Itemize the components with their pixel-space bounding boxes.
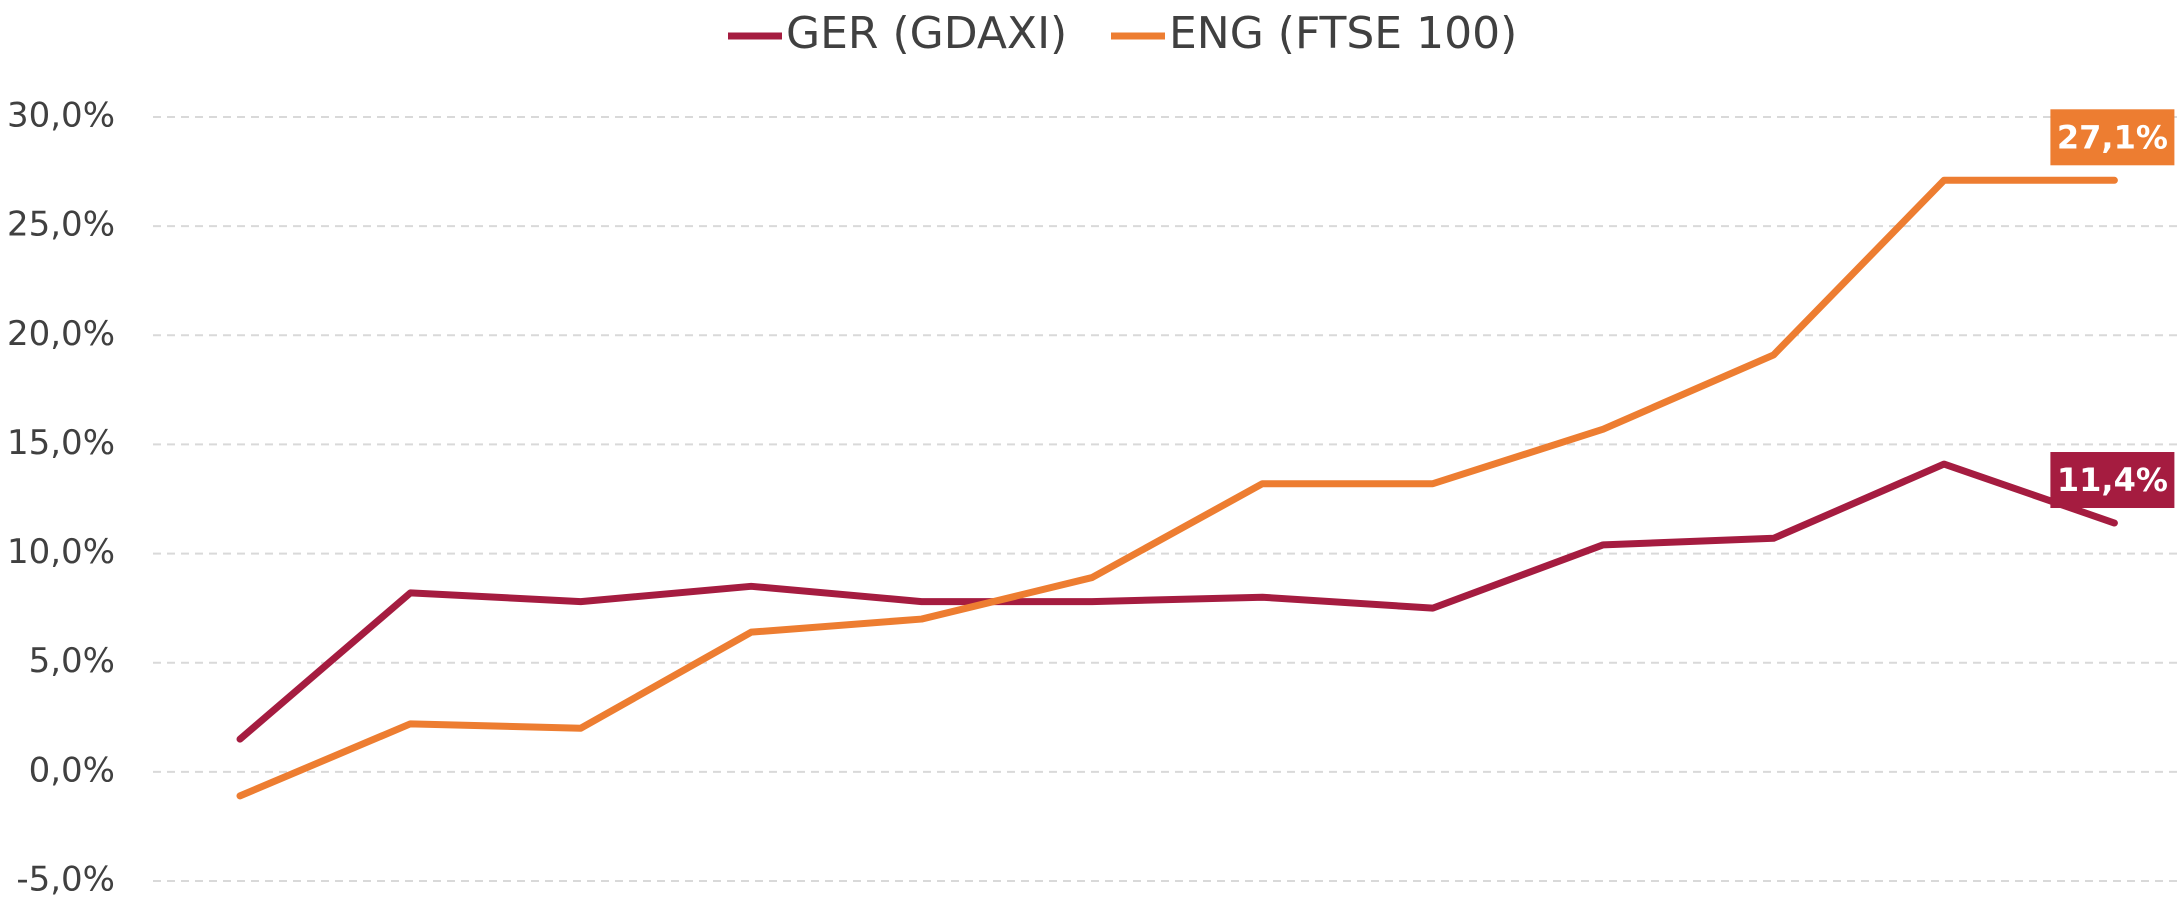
series-line <box>236 176 2118 800</box>
data-label: 11,4% <box>2057 461 2168 499</box>
data-label-box <box>2050 109 2175 166</box>
y-tick-label: 15,0% <box>7 423 115 463</box>
data-label-box <box>2050 452 2175 509</box>
legend-label: ENG (FTSE 100) <box>1169 8 1517 59</box>
series-line <box>236 460 2118 743</box>
y-tick-label: 25,0% <box>7 205 115 245</box>
y-tick-label: 10,0% <box>7 532 115 572</box>
y-tick-label: 20,0% <box>7 314 115 354</box>
data-label: 27,1% <box>2057 118 2168 156</box>
y-tick-label: 30,0% <box>7 96 115 136</box>
y-tick-label: -5,0% <box>16 860 115 898</box>
y-tick-label: 0,0% <box>29 750 115 790</box>
y-tick-label: 5,0% <box>29 641 115 681</box>
legend-label: GER (GDAXI) <box>786 8 1067 59</box>
